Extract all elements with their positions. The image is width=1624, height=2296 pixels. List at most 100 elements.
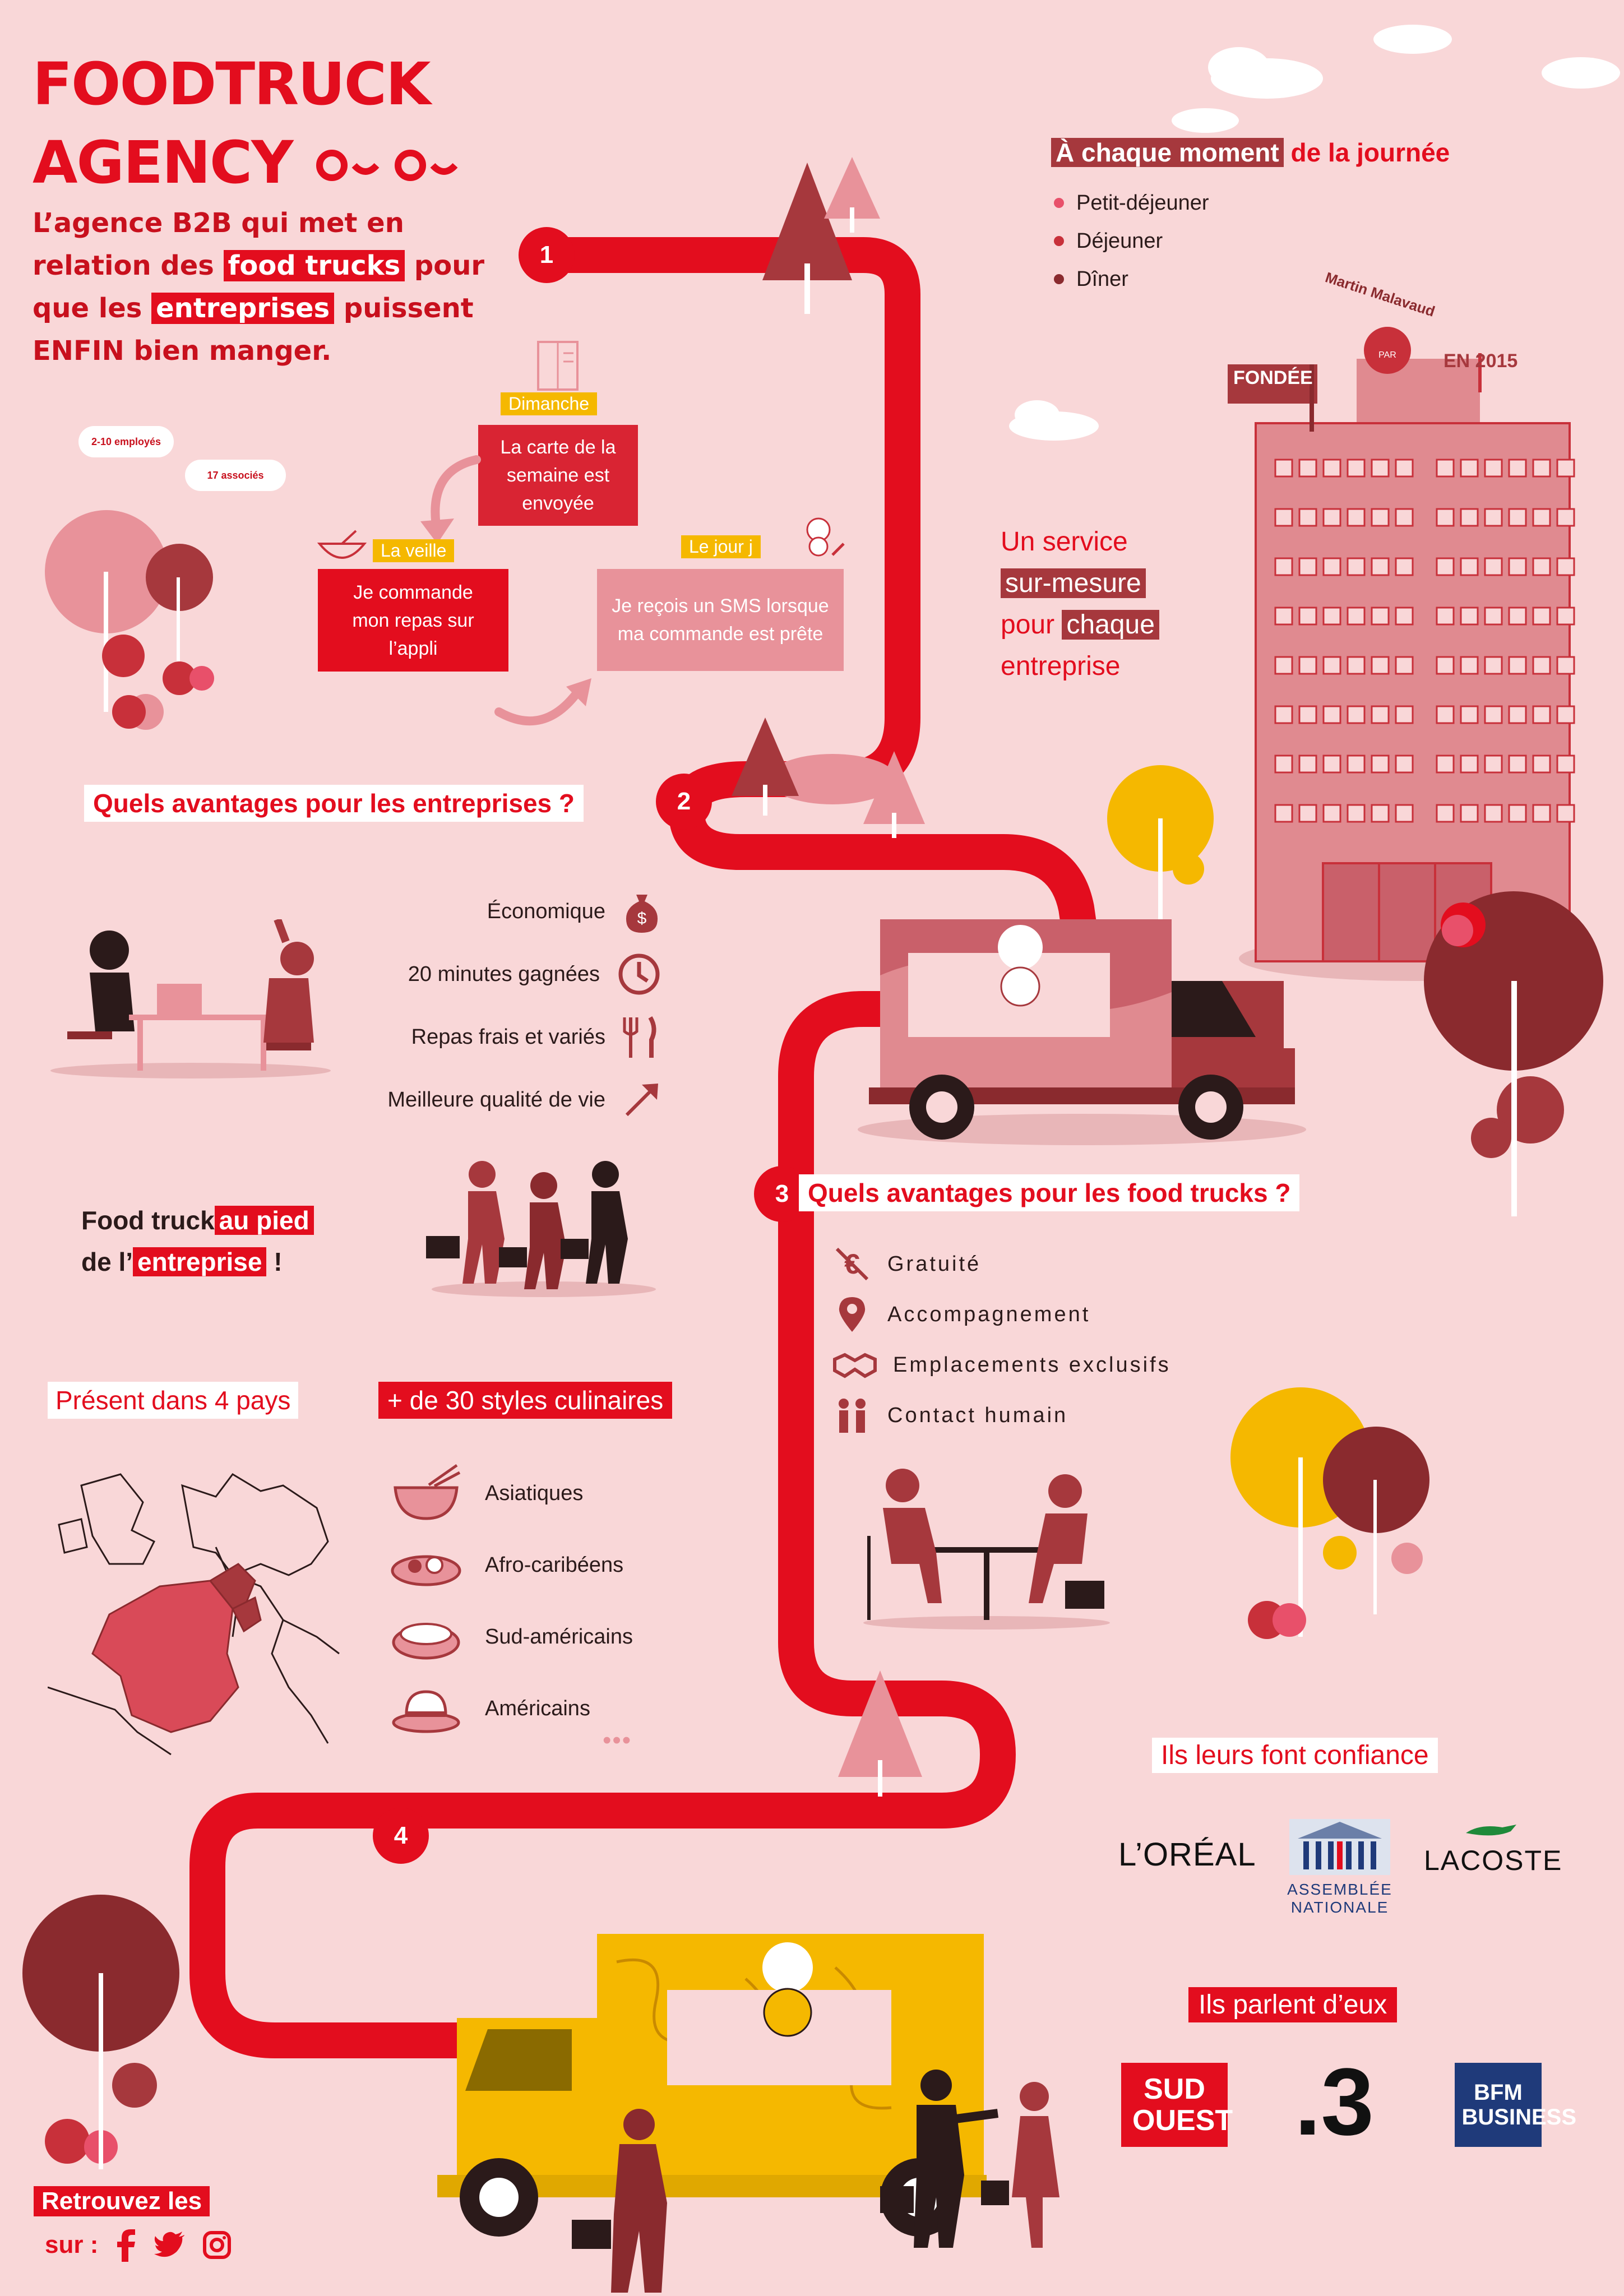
building-window bbox=[1436, 607, 1455, 626]
facebook-icon[interactable] bbox=[115, 2228, 137, 2262]
pied-block: Food truck au pied de l’ entreprise ! bbox=[81, 1200, 314, 1283]
companies-benefits: Économique $ 20 minutes gagnées Repas fr… bbox=[336, 880, 661, 1131]
building-window bbox=[1298, 804, 1317, 823]
building-window bbox=[1371, 607, 1390, 626]
title-line-2: AGENCY bbox=[33, 128, 294, 197]
cuisine-row: Asiatiques bbox=[390, 1457, 633, 1529]
service-line-3a: pour bbox=[1001, 610, 1062, 640]
twitter-icon[interactable] bbox=[154, 2232, 186, 2258]
svg-text:$: $ bbox=[637, 909, 647, 928]
loreal-logo: L’ORÉAL bbox=[1118, 1836, 1256, 1873]
lacoste-logo: LACOSTE bbox=[1424, 1819, 1561, 1877]
caribbean-dish-icon bbox=[391, 1555, 461, 1586]
sud-ouest-logo: SUD OUEST bbox=[1121, 2063, 1233, 2147]
benefit-label: Contact humain bbox=[887, 1403, 1068, 1427]
cuisine-label: Sud-américains bbox=[485, 1624, 633, 1649]
moment-label: Déjeuner bbox=[1076, 229, 1163, 253]
building-window bbox=[1371, 754, 1390, 774]
moments-heading-rest: de la journée bbox=[1283, 138, 1450, 167]
badge-employees-text: 2-10 employés bbox=[91, 436, 161, 447]
more-dots: ••• bbox=[603, 1726, 632, 1754]
building-window bbox=[1556, 656, 1575, 675]
card-dimanche: La carte de la semaine est envoyée bbox=[478, 425, 638, 526]
tagline-text: puissent ENFIN bien manger. bbox=[33, 293, 474, 367]
building-window bbox=[1371, 459, 1390, 478]
foodtrucks-heading: Quels avantages pour les food trucks ? bbox=[799, 1174, 1300, 1211]
bullet-dot bbox=[1054, 236, 1064, 246]
building-window bbox=[1556, 804, 1575, 823]
europe-map bbox=[48, 1473, 340, 1756]
building-window bbox=[1347, 557, 1366, 576]
benefit-row: Contact humain bbox=[832, 1390, 1171, 1441]
walking-businesspeople-illustration bbox=[426, 1161, 656, 1297]
benefit-label: Accompagnement bbox=[887, 1302, 1091, 1326]
pine-tree-decoration bbox=[863, 751, 925, 838]
chef-icon bbox=[806, 517, 845, 557]
building-window bbox=[1371, 557, 1390, 576]
no-euro-icon: € bbox=[835, 1247, 869, 1281]
building-window bbox=[1532, 705, 1551, 724]
instagram-icon[interactable] bbox=[202, 2230, 232, 2260]
benefit-row: Économique $ bbox=[336, 880, 661, 943]
building-window bbox=[1508, 607, 1527, 626]
building-window bbox=[1298, 508, 1317, 527]
title-line-1: FOODTRUCK bbox=[33, 50, 431, 118]
office-workers-illustration bbox=[50, 919, 331, 1078]
fondee-sign: FONDÉE bbox=[1233, 367, 1313, 388]
building-window bbox=[1484, 459, 1503, 478]
building-window bbox=[1460, 705, 1479, 724]
pine-tree-decoration bbox=[824, 157, 880, 233]
pied-line2-text: de l’ bbox=[81, 1247, 133, 1276]
building-window bbox=[1436, 705, 1455, 724]
building-window bbox=[1532, 557, 1551, 576]
benefit-row: € Gratuité bbox=[832, 1239, 1171, 1289]
building-window bbox=[1556, 459, 1575, 478]
social-label: sur : bbox=[45, 2231, 99, 2258]
trust-heading: Ils leurs font confiance bbox=[1152, 1738, 1438, 1773]
building-window bbox=[1274, 557, 1293, 576]
building-window bbox=[1395, 754, 1414, 774]
building-window bbox=[1436, 508, 1455, 527]
styles-banner: + de 30 styles culinaires bbox=[378, 1382, 673, 1419]
decorative-wheels-icon bbox=[316, 150, 458, 181]
benefit-row: Emplacements exclusifs bbox=[832, 1340, 1171, 1390]
tagline-highlight-entreprises: entreprises bbox=[151, 293, 335, 324]
benefit-row: Meilleure qualité de vie bbox=[336, 1068, 661, 1131]
cuisine-row: Américains bbox=[390, 1673, 633, 1744]
card-le-jour-j-text: Je reçois un SMS lorsque ma commande est… bbox=[612, 595, 829, 645]
badge-employees: 2-10 employés bbox=[78, 426, 174, 457]
moment-item: Petit-déjeuner bbox=[1054, 184, 1209, 222]
building-window bbox=[1322, 557, 1341, 576]
building-window bbox=[1532, 508, 1551, 527]
benefit-label: Meilleure qualité de vie bbox=[387, 1087, 605, 1112]
pied-line1-text: Food truck bbox=[81, 1206, 215, 1235]
building-window bbox=[1298, 557, 1317, 576]
building-window bbox=[1436, 804, 1455, 823]
building-window bbox=[1322, 804, 1341, 823]
benefit-label: Emplacements exclusifs bbox=[893, 1353, 1171, 1377]
building-window bbox=[1460, 607, 1479, 626]
building-window bbox=[1395, 656, 1414, 675]
moments-heading: À chaque moment de la journée bbox=[1051, 137, 1450, 168]
building-window bbox=[1460, 656, 1479, 675]
companies-heading: Quels avantages pour les entreprises ? bbox=[84, 785, 584, 822]
moment-label: Petit-déjeuner bbox=[1076, 191, 1209, 215]
building-window bbox=[1395, 705, 1414, 724]
card-le-jour-j: Je reçois un SMS lorsque ma commande est… bbox=[597, 569, 844, 671]
building-window bbox=[1274, 459, 1293, 478]
handshake-icon bbox=[833, 1353, 877, 1378]
building-window bbox=[1347, 459, 1366, 478]
tag-la-veille: La veille bbox=[373, 539, 455, 562]
building-window bbox=[1532, 804, 1551, 823]
building-window bbox=[1395, 804, 1414, 823]
building-window bbox=[1322, 459, 1341, 478]
press-heading: Ils parlent d’eux bbox=[1188, 1987, 1398, 2022]
building-window bbox=[1322, 607, 1341, 626]
countries-banner: Présent dans 4 pays bbox=[48, 1382, 299, 1419]
building-window bbox=[1532, 607, 1551, 626]
card-la-veille: Je commande mon repas sur l’appli bbox=[318, 569, 508, 672]
building-window bbox=[1508, 557, 1527, 576]
building-window bbox=[1556, 508, 1575, 527]
building-window bbox=[1484, 607, 1503, 626]
